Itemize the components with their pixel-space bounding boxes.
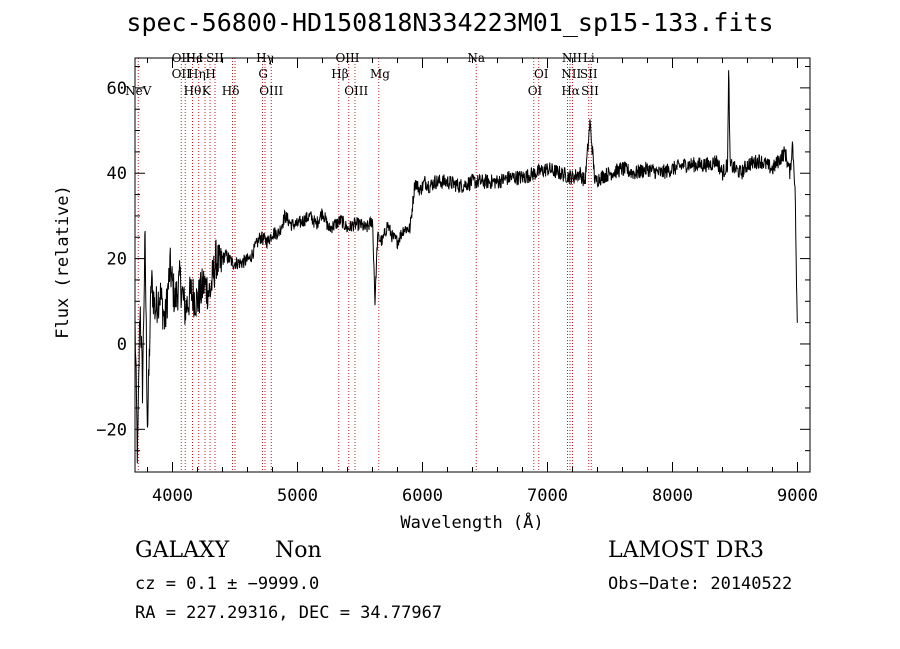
line-id-label-0: NeV bbox=[125, 84, 152, 98]
line-id-label-13: OIII bbox=[259, 84, 283, 98]
spectrum-line bbox=[134, 70, 798, 464]
line-id-label-10: Hδ bbox=[222, 84, 240, 98]
line-id-label-17: Mg bbox=[370, 67, 390, 81]
y-tick-label: 60 bbox=[107, 79, 127, 99]
line-id-label-19: OI bbox=[534, 67, 549, 81]
x-tick-label: 8000 bbox=[652, 486, 693, 506]
line-id-label-22: NII bbox=[561, 67, 581, 81]
y-tick-label: 20 bbox=[107, 250, 127, 270]
survey-label: LAMOST DR3 bbox=[608, 538, 764, 563]
line-id-label-3: Hθ bbox=[184, 84, 202, 98]
object-subclass: Non bbox=[275, 538, 322, 563]
line-id-label-12: G bbox=[258, 67, 268, 81]
coordinates-line: RA = 227.29316, DEC = 34.77967 bbox=[135, 603, 443, 623]
line-id-label-16: OIII bbox=[344, 84, 368, 98]
y-tick-label: 0 bbox=[117, 335, 127, 355]
line-id-label-26: SII bbox=[581, 84, 599, 98]
redshift-line: cz = 0.1 ± −9999.0 bbox=[135, 574, 320, 594]
y-tick-label: −20 bbox=[96, 420, 127, 440]
x-tick-label: 7000 bbox=[527, 486, 568, 506]
x-tick-label: 6000 bbox=[402, 486, 443, 506]
x-axis-ticks: 4000 5000 6000 7000 8000 9000 bbox=[147, 58, 818, 506]
y-tick-label: 40 bbox=[107, 164, 127, 184]
line-id-label-23: Hα bbox=[561, 84, 580, 98]
y-axis-ticks: −20 0 20 40 60 bbox=[96, 66, 810, 473]
chart-title: spec-56800-HD150818N334223M01_sp15-133.f… bbox=[126, 8, 774, 37]
line-id-label-5: Hη bbox=[188, 67, 206, 81]
line-id-label-7: K bbox=[202, 84, 212, 98]
x-tick-label: 9000 bbox=[777, 486, 818, 506]
line-id-label-25: SII bbox=[580, 67, 598, 81]
line-id-label-2: OII bbox=[172, 67, 192, 81]
x-tick-label: 5000 bbox=[277, 486, 318, 506]
object-class: GALAXY bbox=[135, 538, 230, 563]
x-axis-label: Wavelength (Å) bbox=[400, 511, 543, 533]
obs-date: Obs−Date: 20140522 bbox=[608, 574, 793, 594]
line-id-label-15: Hβ bbox=[331, 67, 348, 81]
line-id-label-8: H bbox=[205, 67, 215, 81]
x-tick-label: 4000 bbox=[152, 486, 193, 506]
line-id-labels: NeVOIIOIIHθHeHηIKHSIIHδHγGOIIIOIIIHβOIII… bbox=[125, 51, 599, 98]
line-id-label-20: OI bbox=[528, 84, 543, 98]
y-axis-label: Flux (relative) bbox=[53, 185, 73, 339]
line-markers bbox=[137, 58, 592, 472]
